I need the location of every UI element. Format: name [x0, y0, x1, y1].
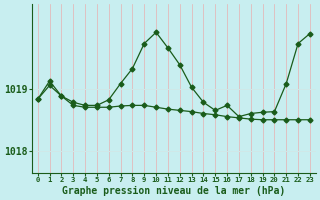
X-axis label: Graphe pression niveau de la mer (hPa): Graphe pression niveau de la mer (hPa)	[62, 186, 285, 196]
